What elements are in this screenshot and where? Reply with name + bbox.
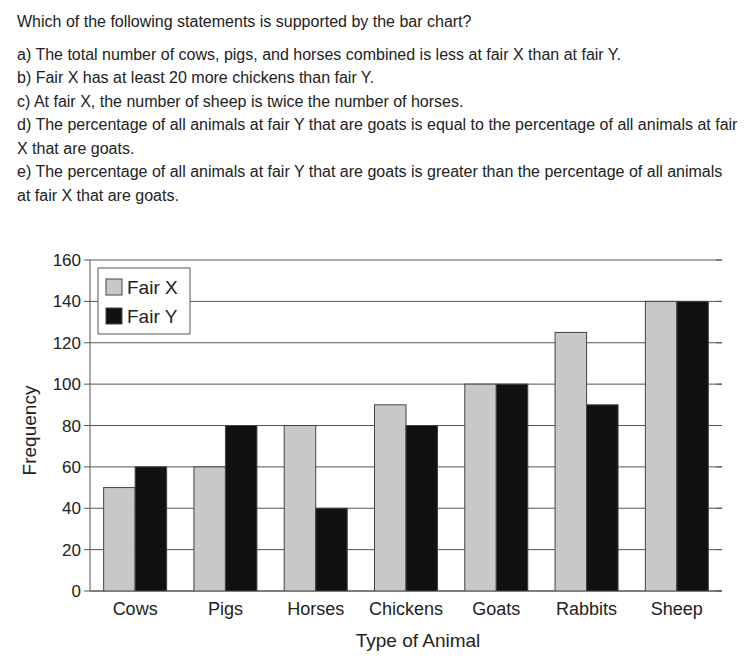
- tick-mark: [716, 260, 722, 261]
- category-label: Rabbits: [556, 599, 617, 619]
- tick-mark: [716, 549, 722, 550]
- tick-label: 40: [62, 499, 81, 518]
- chart-svg: 0 20 40 60 80 100 120 140 160 Cows Pigs Horses Chick…: [0, 245, 746, 658]
- tick-label: 140: [53, 292, 81, 311]
- grid-line: [90, 260, 722, 261]
- tick-mark: [84, 260, 90, 261]
- legend-box: [98, 268, 190, 334]
- category-label: Chickens: [369, 599, 443, 619]
- bar: [645, 301, 677, 591]
- tick-mark: [84, 508, 90, 509]
- tick-mark: [84, 342, 90, 343]
- bar: [284, 426, 316, 592]
- bar: [406, 426, 438, 592]
- tick-label: 160: [53, 251, 81, 270]
- tick-mark: [716, 425, 722, 426]
- tick-mark: [84, 466, 90, 467]
- category-label: Cows: [113, 599, 158, 619]
- tick-mark: [716, 384, 722, 385]
- tick-mark: [716, 342, 722, 343]
- y-axis: [90, 260, 91, 591]
- bar: [316, 508, 348, 591]
- bar: [375, 405, 407, 591]
- legend-swatch: [106, 279, 122, 295]
- tick-mark: [716, 466, 722, 467]
- bar: [496, 384, 528, 591]
- category-label: Sheep: [651, 599, 703, 619]
- tick-mark: [84, 591, 90, 592]
- legend-label: Fair Y: [127, 306, 178, 327]
- tick-label: 100: [53, 375, 81, 394]
- bar: [225, 426, 257, 592]
- tick-mark: [84, 425, 90, 426]
- category-label: Goats: [472, 599, 520, 619]
- bar: [555, 332, 587, 591]
- option: a) The total number of cows, pigs, and h…: [17, 43, 739, 67]
- option: c) At fair X, the number of sheep is twi…: [17, 90, 739, 114]
- y-axis-label: Frequency: [19, 385, 40, 475]
- bar: [587, 405, 619, 591]
- tick-mark: [716, 508, 722, 509]
- grid-line: [90, 384, 722, 385]
- grid-line: [90, 342, 722, 343]
- prompt: Which of the following statements is sup…: [17, 10, 739, 34]
- bar: [194, 467, 226, 591]
- option: b) Fair X has at least 20 more chickens …: [17, 66, 739, 90]
- tick-label: 20: [62, 541, 81, 560]
- bar: [677, 301, 709, 591]
- tick-mark: [716, 301, 722, 302]
- tick-mark: [84, 384, 90, 385]
- category-label: Horses: [287, 599, 344, 619]
- chart: 0 20 40 60 80 100 120 140 160 Cows Pigs Horses Chick…: [0, 245, 746, 658]
- bars: [104, 301, 709, 591]
- question: Which of the following statements is sup…: [17, 10, 739, 207]
- tick-mark: [84, 549, 90, 550]
- option: d) The percentage of all animals at fair…: [17, 113, 739, 160]
- tick-label: 0: [72, 582, 81, 601]
- tick-label: 80: [62, 417, 81, 436]
- option: e) The percentage of all animals at fair…: [17, 160, 739, 207]
- legend-swatch: [106, 308, 122, 324]
- tick-label: 60: [62, 458, 81, 477]
- bar: [465, 384, 497, 591]
- legend-label: Fair X: [127, 277, 178, 298]
- tick-mark: [84, 301, 90, 302]
- bar: [104, 488, 135, 591]
- x-axis-label: Type of Animal: [356, 630, 481, 651]
- bar: [135, 467, 167, 591]
- tick-label: 120: [53, 334, 81, 353]
- category-label: Pigs: [208, 599, 243, 619]
